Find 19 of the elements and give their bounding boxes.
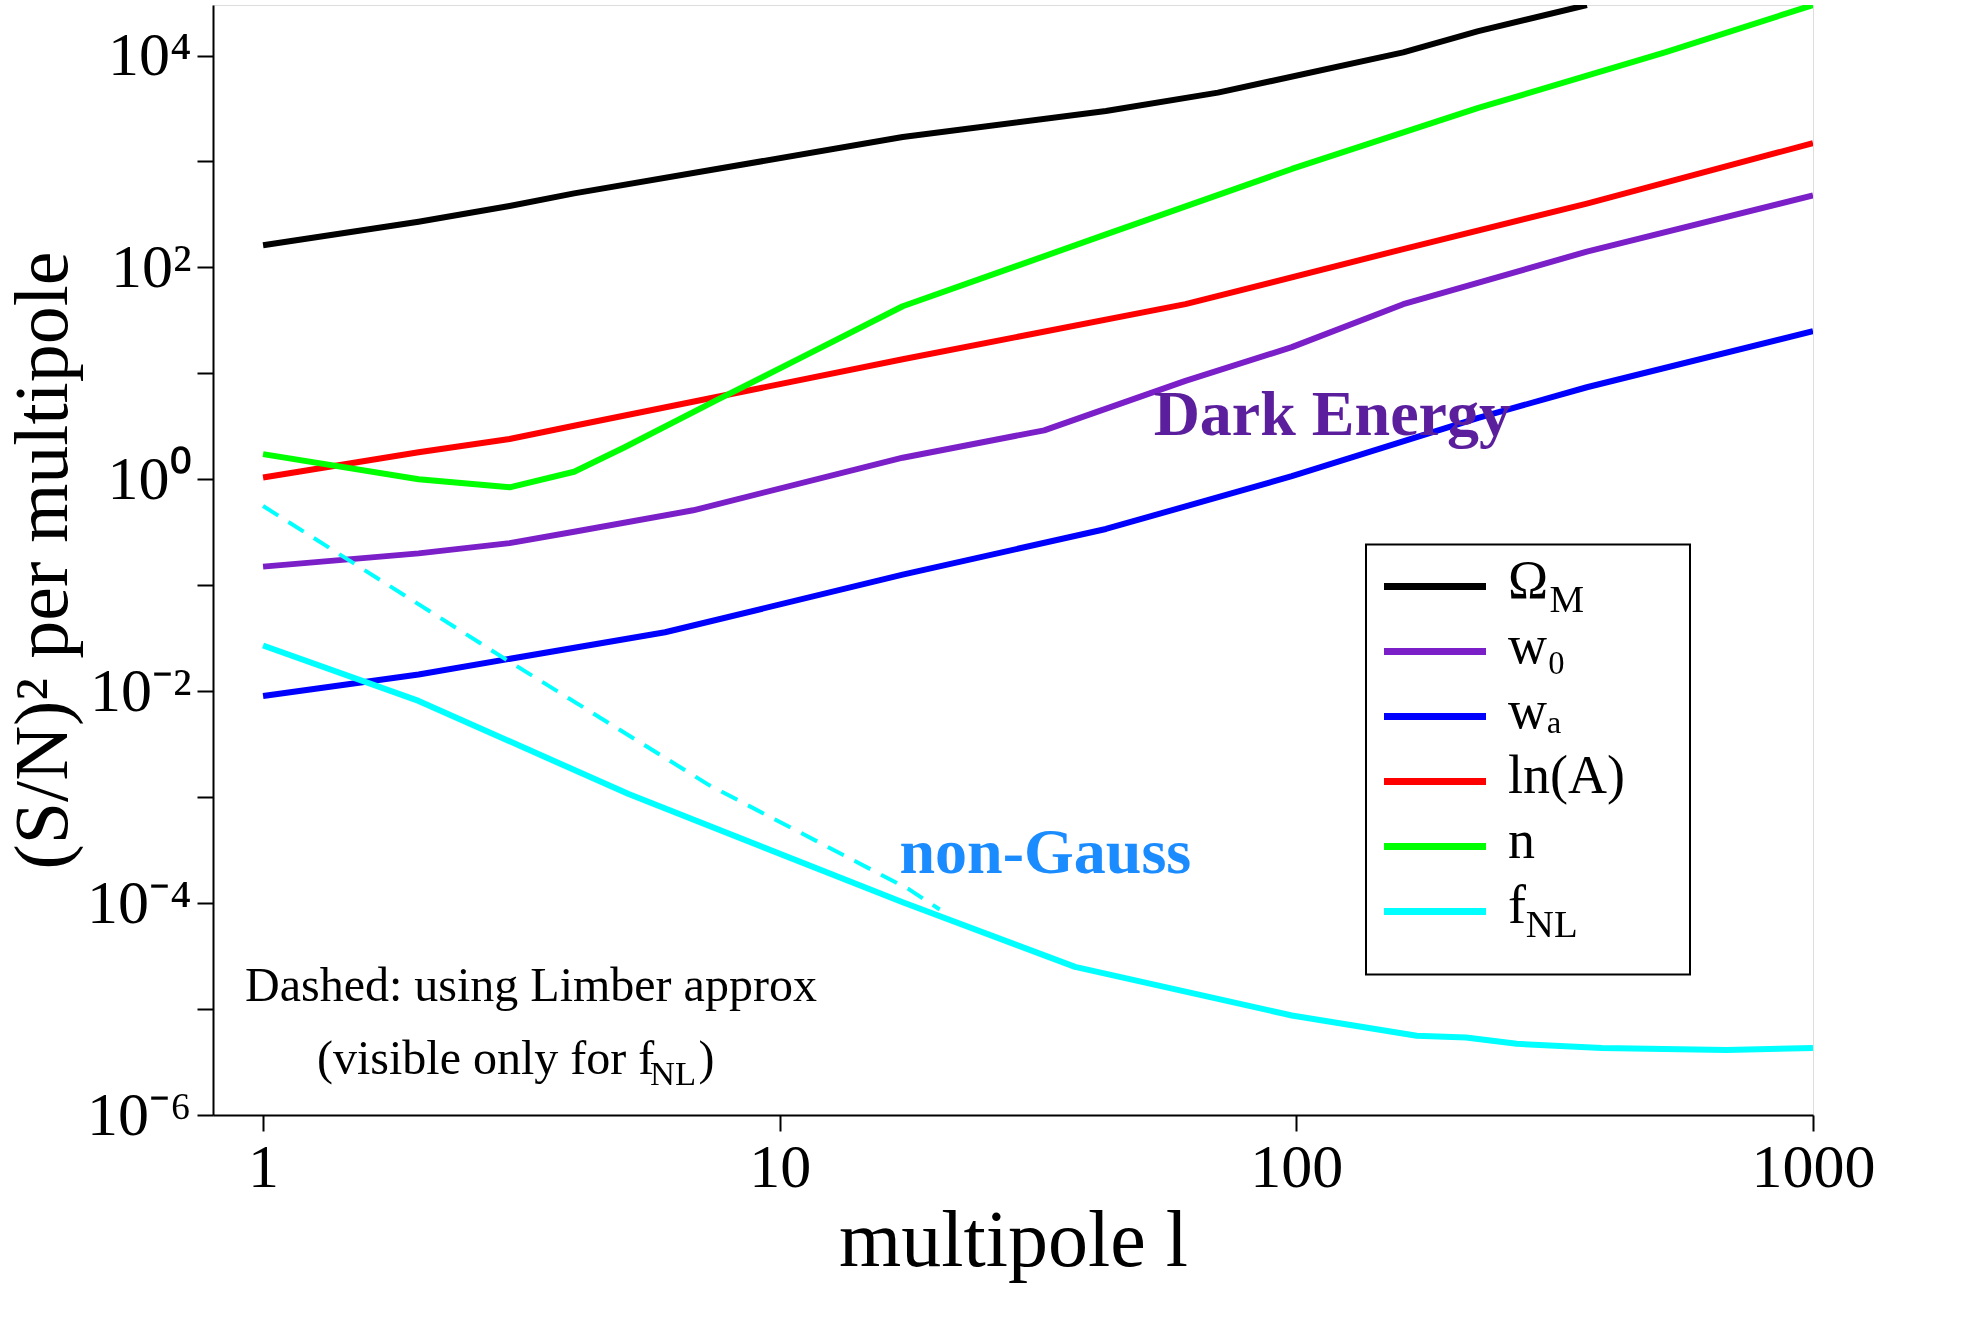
annotation: non-Gauss (899, 816, 1192, 888)
y-tick-label: 10² (110, 231, 192, 300)
y-tick-label: 10⁻⁴ (86, 867, 192, 936)
annotation: Dark Energy (1153, 377, 1511, 449)
legend-label: ln(A) (1508, 745, 1625, 806)
annotation: Dashed: using Limber approx (245, 958, 817, 1012)
y-tick-label: 10⁻⁶ (86, 1079, 192, 1148)
legend-label: wₐ (1508, 680, 1562, 741)
x-tick-label: 1000 (1751, 1131, 1876, 1200)
legend-label: w₀ (1508, 615, 1566, 676)
x-tick-label: 1 (248, 1131, 280, 1200)
y-tick-label: 10⁴ (107, 20, 192, 89)
x-tick-label: 100 (1250, 1131, 1344, 1200)
legend-label: n (1508, 810, 1535, 871)
y-tick-label: 10⁰ (107, 443, 192, 512)
x-axis-title: multipole l (839, 1194, 1188, 1283)
y-tick-label: 10⁻² (89, 655, 192, 724)
x-tick-label: 10 (749, 1131, 812, 1200)
y-axis-title: (S/N)² per multipole (0, 251, 84, 870)
